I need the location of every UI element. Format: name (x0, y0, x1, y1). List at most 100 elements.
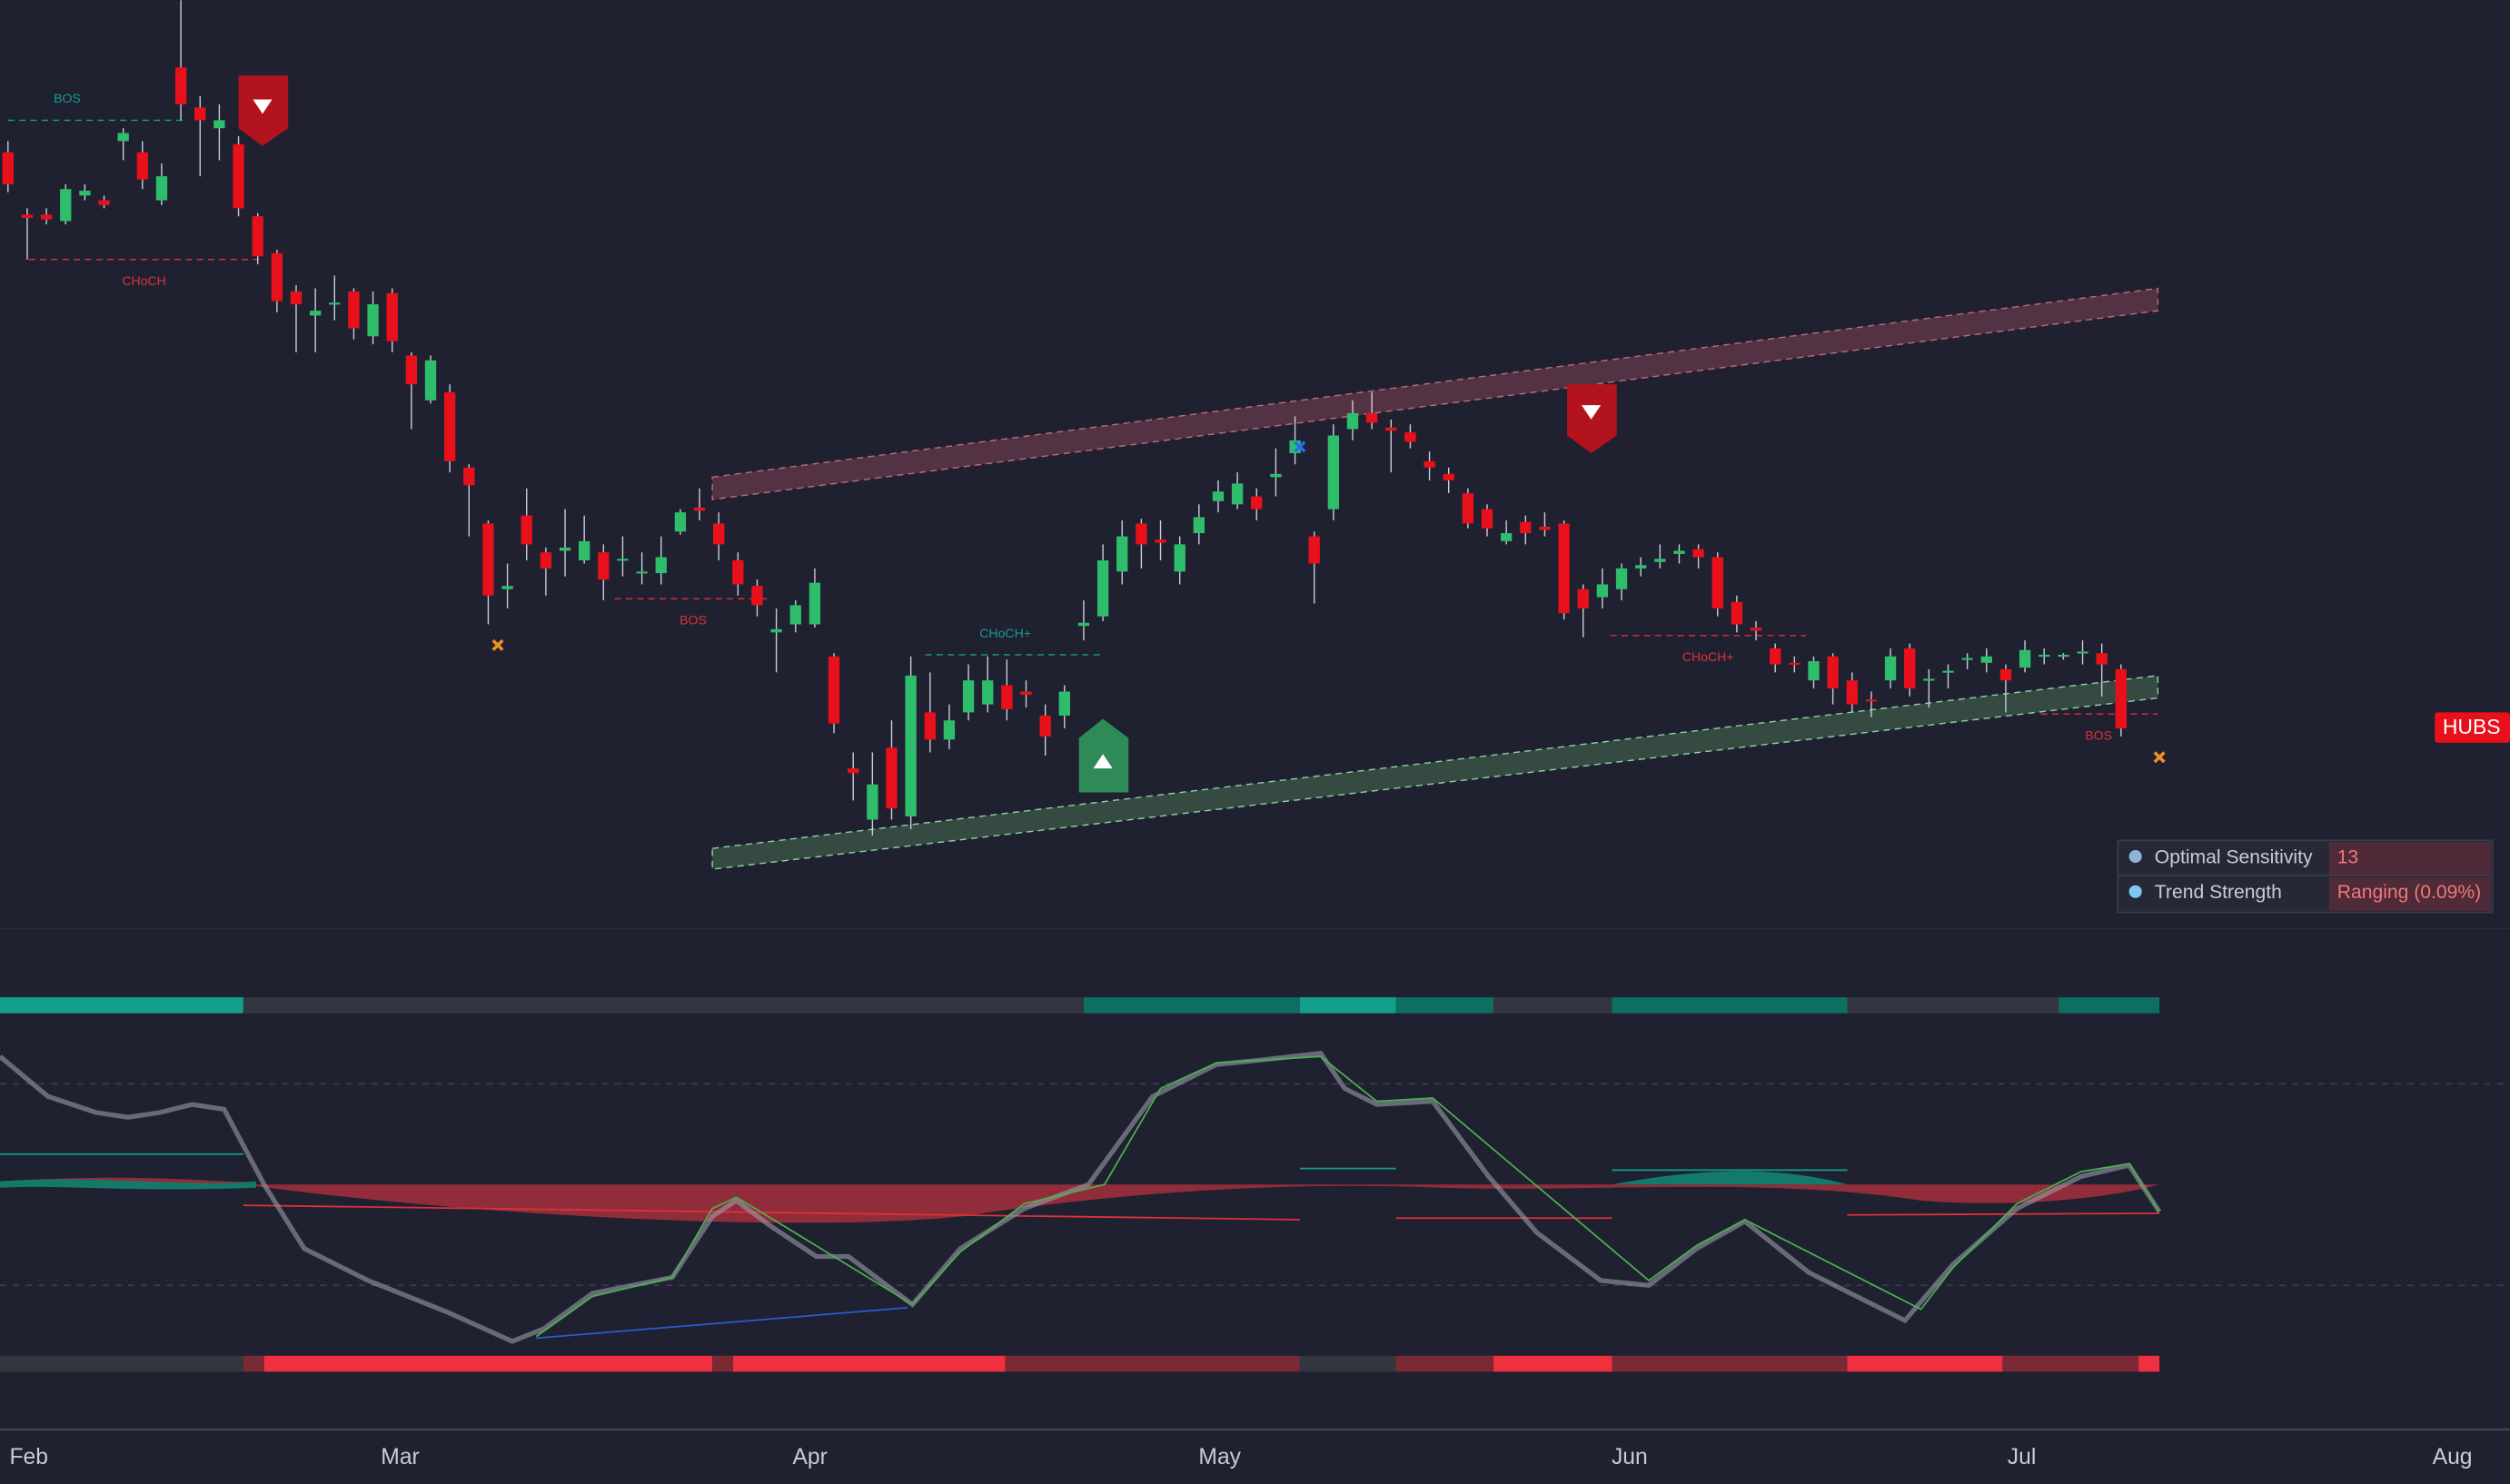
candle-body (136, 152, 148, 180)
candle-body (1827, 656, 1839, 688)
sell-signal-icon (253, 99, 273, 114)
candle-body (1481, 509, 1493, 529)
candle-body (521, 515, 532, 545)
candle-body (1692, 549, 1704, 558)
candle-body (1443, 473, 1454, 480)
candle-body (1174, 544, 1186, 572)
candle-body (2039, 654, 2050, 658)
candle-body (1731, 601, 1743, 625)
candle-body (1904, 648, 1916, 688)
candle-body (2077, 651, 2088, 654)
candle-body (1558, 523, 1570, 614)
candle-body (713, 523, 725, 545)
candle-body (1539, 526, 1551, 530)
candle-body (501, 586, 513, 589)
candle-body (1980, 656, 1992, 663)
candle-body (1635, 565, 1647, 569)
candle-body (1923, 678, 1935, 681)
candle-body (2019, 649, 2031, 668)
candle-body (1020, 691, 1032, 696)
candle-body (348, 291, 360, 329)
candle-body (21, 214, 34, 218)
candle-body (443, 391, 456, 461)
candle-body (1365, 412, 1378, 423)
x-tick-label: Feb (9, 1445, 48, 1469)
candle-body (1404, 432, 1416, 442)
candle-body (1270, 473, 1282, 478)
candle-body (732, 559, 744, 585)
candle-body (309, 311, 322, 316)
candle-body (943, 720, 956, 740)
candle-body (40, 214, 53, 220)
structure-lines (7, 119, 2158, 715)
cross-markers (491, 440, 2166, 764)
candle-body (194, 107, 206, 121)
symbol-tag (2435, 712, 2510, 743)
candle-body (98, 200, 110, 205)
panel-cell (2328, 876, 2491, 911)
candle-body (636, 571, 648, 574)
candle-body (60, 189, 72, 222)
x-tick-label: Jun (1612, 1445, 1648, 1469)
candle-body (1096, 559, 1109, 617)
candle-body (674, 512, 687, 532)
candle-body (2096, 653, 2108, 665)
panel-icon (2128, 849, 2142, 864)
candle-body (809, 582, 821, 625)
candle-body (1711, 557, 1723, 608)
candle-body (1750, 628, 1762, 631)
structure-label: CHoCH+ (979, 626, 1031, 640)
candle-body (617, 559, 629, 561)
structure-label: CHoCH+ (1682, 649, 1734, 664)
candle-body (1462, 492, 1474, 524)
x-tick-label: Mar (381, 1445, 419, 1469)
panel-value: Ranging (0.09%) (2337, 882, 2482, 903)
candle-body (2058, 654, 2069, 658)
x-tick-label: Aug (2433, 1445, 2473, 1469)
candle-body (1308, 536, 1320, 564)
candle-body (598, 552, 610, 580)
candle-body (329, 302, 341, 305)
sell-signal (1567, 384, 1617, 453)
structure-label: BOS (680, 613, 707, 628)
candle-body (1520, 521, 1532, 534)
candle-body (1615, 568, 1628, 589)
candle-body (540, 552, 552, 569)
candle-body (1251, 496, 1263, 510)
candle-body (1808, 661, 1820, 681)
panel-label: Optimal Sensitivity (2155, 846, 2313, 867)
candle-body (2115, 668, 2127, 729)
x-tick-label: Jul (2008, 1445, 2037, 1469)
candle-body (1077, 622, 1090, 627)
candle-body (1961, 658, 1973, 660)
candle-body (1058, 691, 1070, 716)
candle-body (1231, 483, 1244, 505)
candle-body (1846, 680, 1858, 705)
candle-body (213, 120, 225, 129)
candle-body (1346, 412, 1359, 430)
candle-body (155, 176, 168, 201)
candle-body (482, 523, 494, 596)
oscillator-levels (0, 1153, 2160, 1340)
candles (2, 0, 2127, 836)
candle-body (579, 540, 590, 560)
candle-body (290, 291, 303, 305)
candle-body (252, 216, 263, 257)
candle-body (1596, 584, 1609, 598)
candle-body (1865, 699, 1878, 702)
oscillator-band (0, 1179, 256, 1190)
candle-body (367, 304, 379, 337)
candle-body (1999, 668, 2012, 681)
candle-body (1654, 559, 1666, 562)
symbol-label: HUBS (2443, 715, 2501, 738)
candle-body (751, 586, 763, 606)
trend-strip (0, 1355, 2160, 1372)
candle-body (559, 547, 571, 551)
candle-body (886, 747, 898, 809)
candle-body (1039, 715, 1051, 737)
candle-body (386, 292, 398, 341)
candle-body (962, 680, 975, 713)
candle-body (1136, 523, 1147, 545)
